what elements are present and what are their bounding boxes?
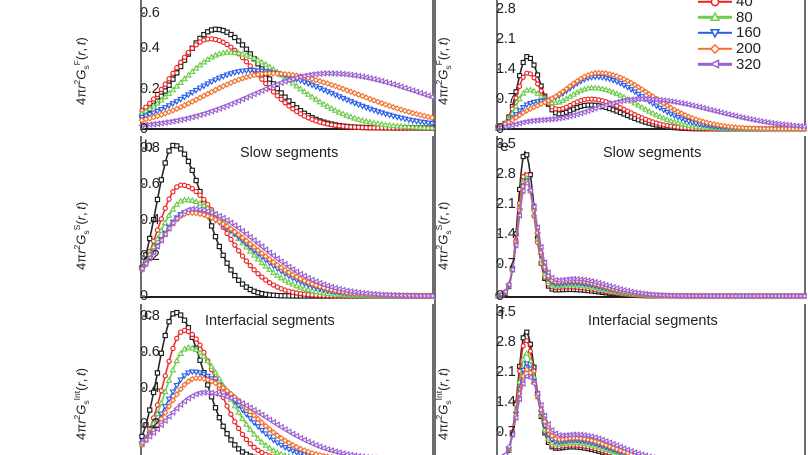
legend-label: 160 — [736, 24, 762, 42]
legend-label: 320 — [736, 55, 762, 73]
left-column: 0.6 0.4 0.2 0 4πr2GsF(r, t) b Slow segme… — [72, 0, 436, 455]
legend-item[interactable]: 320 — [698, 56, 766, 72]
panel-b-letter: b — [144, 138, 153, 155]
panel-d-ylabel: 4πr2GsF(r, t) — [434, 37, 453, 105]
panel-f-ylabel: 4πr2GsInt(r, t) — [434, 368, 453, 440]
panel-f-letter: f — [500, 306, 505, 323]
panel-a-ylabel: 4πr2GsF(r, t) — [72, 37, 91, 105]
legend-label: 80 — [736, 8, 753, 26]
panel-c-ylabel: 4πr2GsInt(r, t) — [72, 368, 91, 440]
panel-a — [138, 0, 436, 131]
panel-b-plot — [138, 142, 436, 300]
panel-c-title: Interfacial segments — [205, 313, 335, 329]
column-divider — [434, 0, 436, 455]
panel-d-plot — [494, 54, 808, 133]
panel-a-plot — [138, 26, 436, 131]
circle-marker-icon — [698, 0, 732, 8]
panel-e — [494, 136, 808, 300]
triangle-up-marker-icon — [698, 11, 732, 23]
panel-b-title: Slow segments — [240, 145, 339, 161]
panel-e-plot — [494, 150, 808, 300]
triangle-left-marker-icon — [698, 58, 732, 70]
series-legend: 40 80 160 200 — [698, 0, 766, 72]
panel-c-plot — [138, 309, 381, 455]
panel-b-ylabel: 4πr2GsS(r, t) — [72, 201, 91, 270]
panel-b — [138, 136, 436, 300]
panel-e-title: Slow segments — [603, 145, 702, 161]
panel-e-ylabel: 4πr2GsS(r, t) — [434, 201, 453, 270]
legend-item[interactable]: 200 — [698, 41, 766, 57]
legend-item[interactable]: 160 — [698, 25, 766, 41]
panel-d — [494, 0, 808, 133]
panel-f — [496, 304, 806, 455]
panel-f-title: Interfacial segments — [588, 313, 718, 329]
legend-label: 200 — [736, 40, 762, 58]
legend-label: 40 — [736, 0, 753, 11]
diamond-marker-icon — [698, 43, 732, 55]
legend-item[interactable]: 80 — [698, 10, 766, 26]
panel-c-letter: c — [144, 306, 152, 323]
panel-f-plot — [501, 329, 659, 455]
panel-c — [138, 304, 434, 455]
legend-item[interactable]: 40 — [698, 0, 766, 10]
panel-e-letter: e — [500, 138, 509, 155]
right-column: 2.8 2.1 1.4 0.7 0 4πr2GsF(r, t) 40 — [434, 0, 808, 455]
triangle-down-marker-icon — [698, 27, 732, 39]
